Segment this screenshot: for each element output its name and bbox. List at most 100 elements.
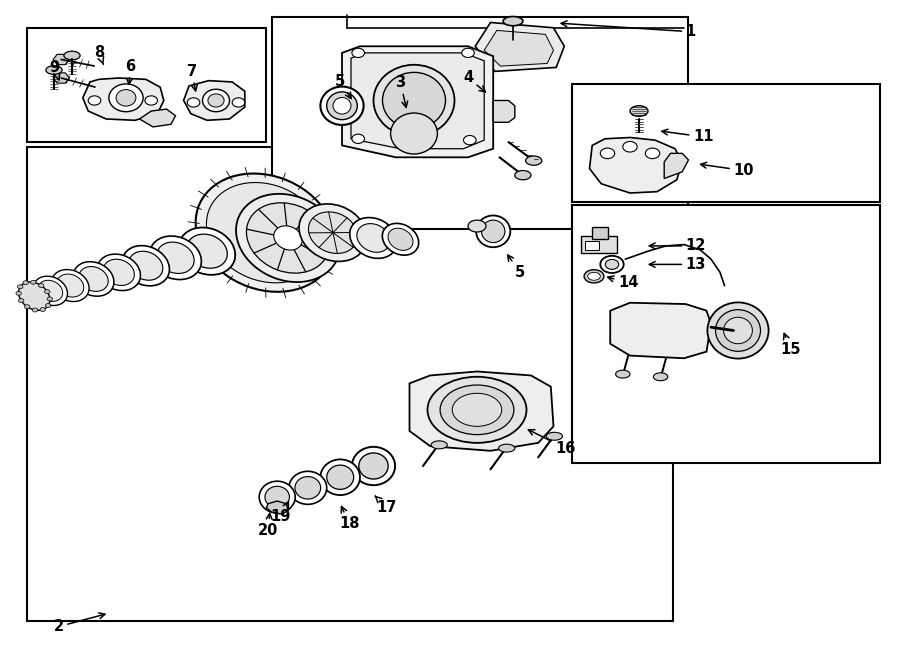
Ellipse shape: [129, 251, 163, 280]
Bar: [27, 28, 266, 142]
Ellipse shape: [122, 246, 169, 286]
Ellipse shape: [79, 266, 108, 292]
Ellipse shape: [149, 236, 202, 280]
Ellipse shape: [33, 276, 68, 305]
Circle shape: [23, 281, 29, 285]
Ellipse shape: [382, 73, 446, 128]
Ellipse shape: [236, 194, 340, 282]
Text: 15: 15: [780, 333, 800, 356]
Ellipse shape: [546, 432, 562, 440]
Ellipse shape: [440, 385, 514, 435]
Text: 2: 2: [53, 613, 105, 634]
Circle shape: [623, 141, 637, 152]
Ellipse shape: [716, 309, 760, 352]
Bar: [572, 84, 880, 202]
Polygon shape: [610, 303, 711, 358]
Ellipse shape: [299, 204, 367, 262]
Polygon shape: [140, 109, 176, 127]
Ellipse shape: [38, 280, 63, 301]
Ellipse shape: [357, 223, 390, 253]
Text: 5: 5: [508, 255, 526, 280]
Circle shape: [32, 308, 38, 312]
Ellipse shape: [259, 481, 295, 513]
Text: 1: 1: [561, 20, 696, 39]
Circle shape: [352, 48, 365, 58]
Ellipse shape: [600, 256, 624, 273]
Text: 14: 14: [608, 276, 638, 290]
Text: 11: 11: [662, 129, 714, 144]
Ellipse shape: [382, 223, 418, 255]
Polygon shape: [590, 137, 682, 193]
Ellipse shape: [274, 226, 302, 250]
Ellipse shape: [526, 156, 542, 165]
Circle shape: [145, 96, 158, 105]
Text: 8: 8: [94, 46, 104, 65]
Ellipse shape: [452, 393, 502, 426]
Polygon shape: [664, 153, 689, 178]
Ellipse shape: [179, 227, 235, 275]
Ellipse shape: [630, 106, 648, 116]
Polygon shape: [475, 22, 564, 71]
Ellipse shape: [116, 89, 136, 106]
Ellipse shape: [388, 228, 413, 251]
Circle shape: [462, 48, 474, 58]
Ellipse shape: [327, 92, 357, 120]
Circle shape: [16, 292, 22, 295]
Text: 3: 3: [395, 75, 408, 107]
Circle shape: [47, 297, 52, 301]
Text: 9: 9: [49, 60, 59, 80]
Ellipse shape: [503, 17, 523, 26]
Ellipse shape: [359, 453, 388, 479]
Ellipse shape: [391, 113, 437, 154]
Ellipse shape: [327, 465, 354, 489]
Polygon shape: [351, 53, 484, 149]
Circle shape: [464, 136, 476, 145]
Ellipse shape: [46, 65, 62, 75]
Ellipse shape: [333, 97, 351, 114]
Ellipse shape: [476, 215, 510, 247]
Bar: [27, 147, 673, 621]
Ellipse shape: [584, 270, 604, 283]
Polygon shape: [53, 73, 69, 83]
Ellipse shape: [350, 217, 397, 258]
Ellipse shape: [482, 220, 505, 243]
Ellipse shape: [653, 373, 668, 381]
Ellipse shape: [309, 212, 357, 253]
Polygon shape: [266, 501, 288, 514]
Ellipse shape: [468, 220, 486, 232]
Text: 4: 4: [463, 71, 485, 92]
Text: 6: 6: [125, 59, 136, 84]
Polygon shape: [410, 371, 554, 451]
Text: 5: 5: [335, 74, 351, 98]
Polygon shape: [53, 54, 69, 65]
Ellipse shape: [616, 370, 630, 378]
Text: 7: 7: [186, 64, 197, 91]
Ellipse shape: [64, 51, 80, 60]
Ellipse shape: [707, 303, 769, 358]
Bar: [572, 205, 880, 463]
Ellipse shape: [515, 171, 531, 180]
Text: 20: 20: [258, 514, 278, 537]
Ellipse shape: [320, 459, 360, 495]
Ellipse shape: [51, 270, 89, 301]
Circle shape: [39, 284, 44, 288]
Polygon shape: [484, 30, 554, 66]
Ellipse shape: [97, 254, 140, 291]
Text: 12: 12: [649, 239, 706, 253]
Text: 17: 17: [375, 496, 397, 515]
Circle shape: [40, 307, 45, 311]
Circle shape: [645, 148, 660, 159]
Ellipse shape: [724, 317, 752, 344]
Bar: [580, 236, 616, 253]
Circle shape: [18, 285, 23, 289]
Bar: [585, 241, 598, 250]
Ellipse shape: [431, 441, 447, 449]
Circle shape: [232, 98, 245, 107]
Ellipse shape: [499, 444, 515, 452]
Bar: [592, 227, 608, 239]
Ellipse shape: [247, 203, 329, 273]
Text: 18: 18: [339, 506, 359, 531]
Polygon shape: [342, 46, 493, 157]
Polygon shape: [83, 78, 164, 120]
Ellipse shape: [289, 471, 327, 504]
